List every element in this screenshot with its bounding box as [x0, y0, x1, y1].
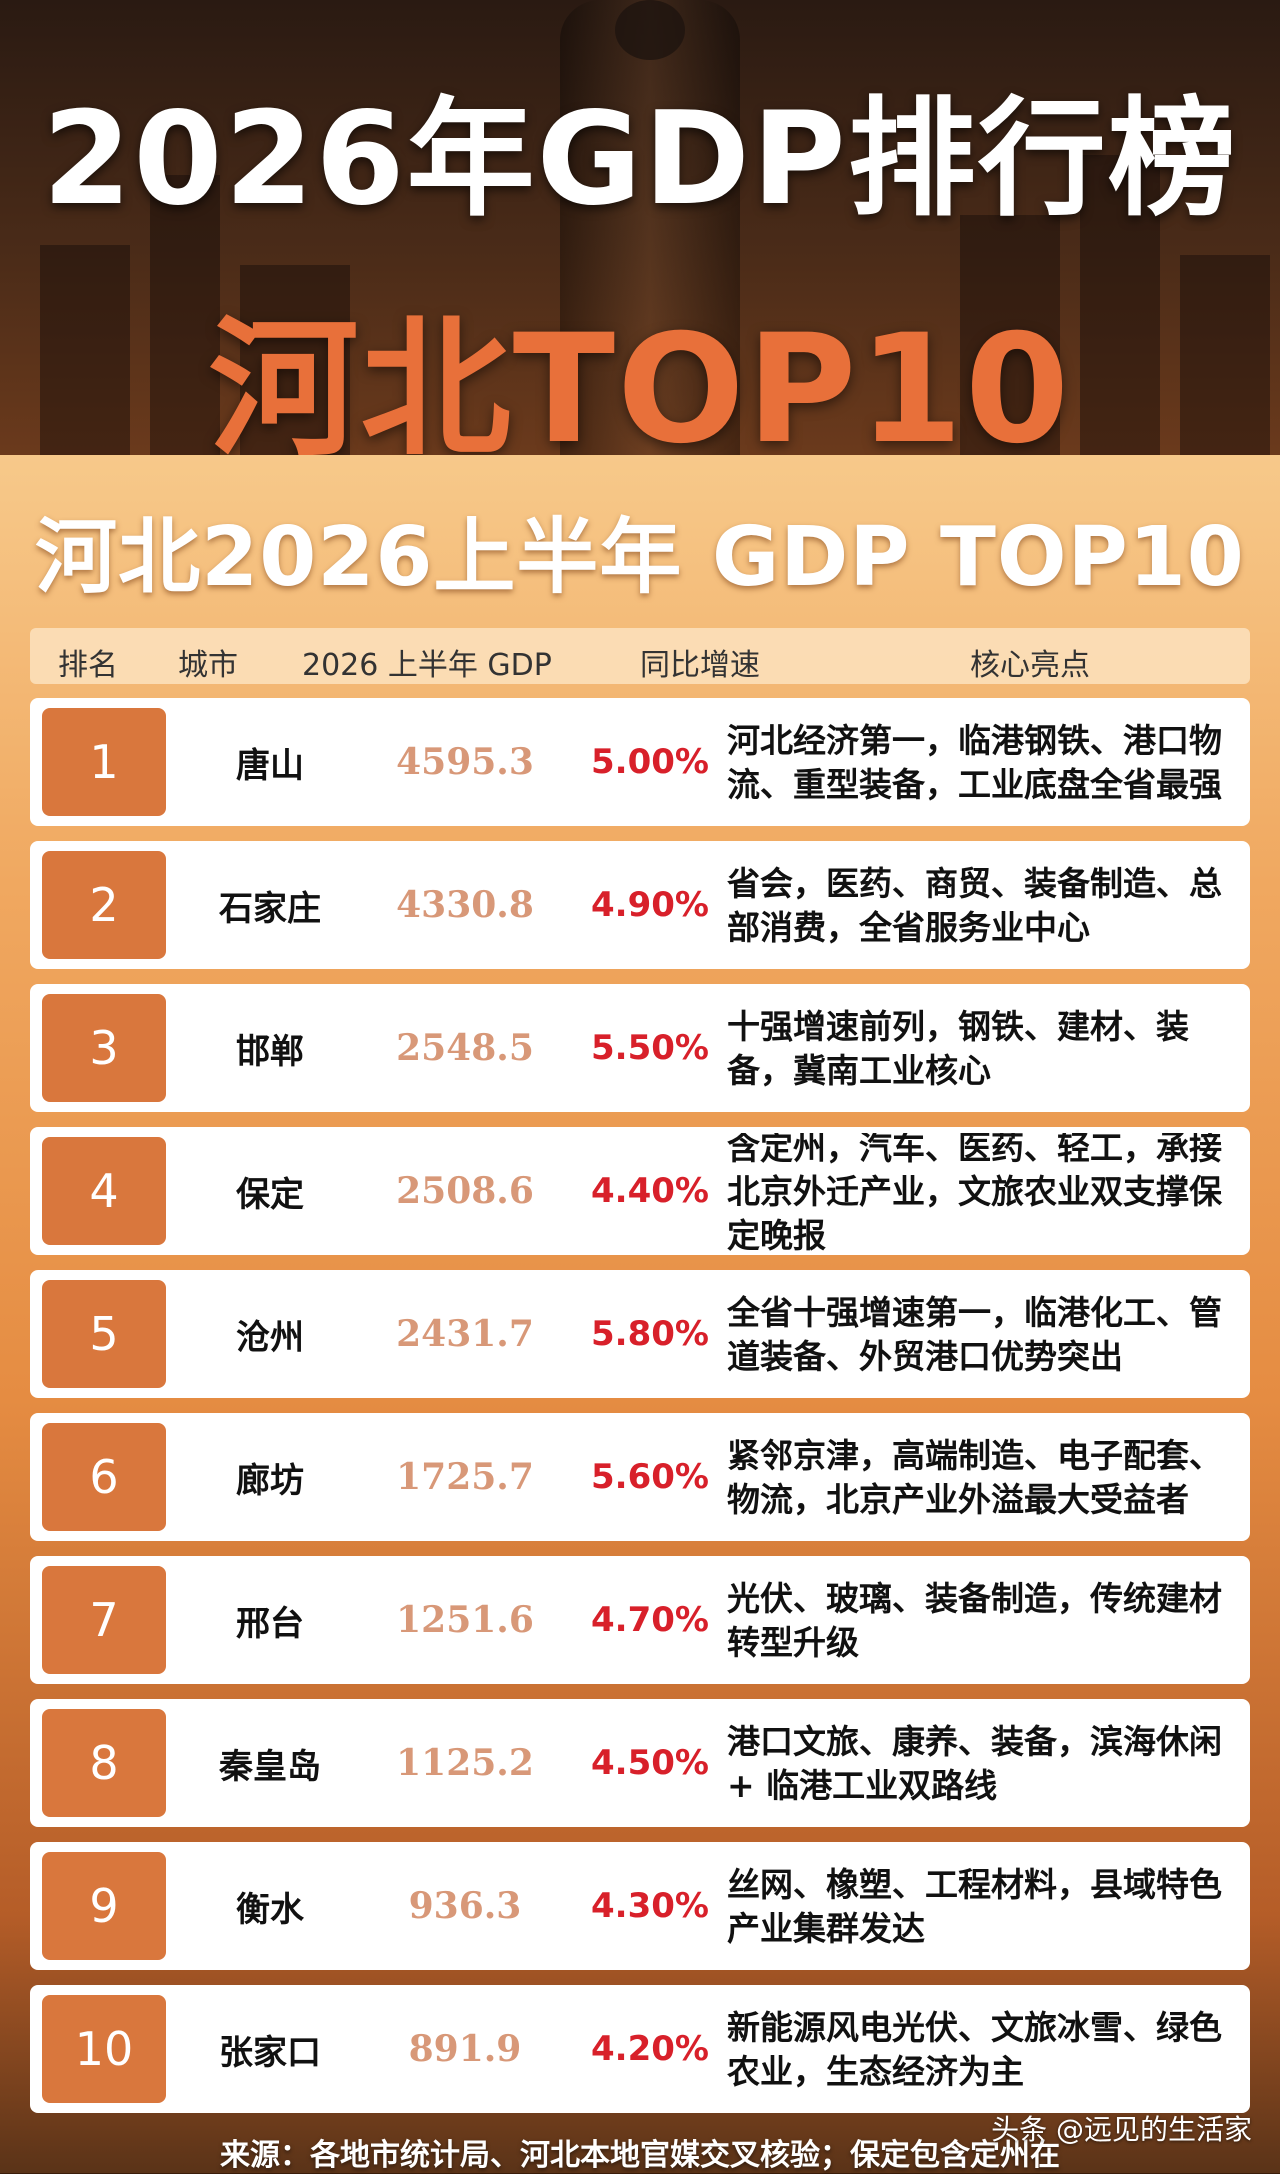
table-row: 7 邢台 1251.6 4.70% 光伏、玻璃、装备制造，传统建材转型升级	[30, 1556, 1250, 1684]
city-name: 石家庄	[219, 888, 321, 929]
table-row: 4 保定 2508.6 4.40% 含定州，汽车、医药、轻工，承接北京外迁产业，…	[30, 1127, 1250, 1255]
highlight-content: 光伏、玻璃、装备制造，传统建材转型升级	[727, 1579, 1222, 1662]
highlight-content: 省会，医药、商贸、装备制造、总部消费，全省服务业中心	[727, 864, 1222, 947]
table-header: 排名 城市 2026 上半年 GDP 同比增速 核心亮点	[30, 628, 1250, 684]
gdp-value: 2548.5	[396, 1027, 534, 1069]
page-title: 2026年GDP排行榜	[42, 85, 1238, 234]
highlight-text: 新能源风电光伏、文旅冰雪、绿色农业，生态经济为主	[727, 1991, 1247, 2109]
highlight-content: 河北经济第一，临港钢铁、港口物流、重型装备，工业底盘全省最强	[727, 721, 1222, 804]
city-name: 秦皇岛	[219, 1746, 321, 1787]
building-silhouette	[40, 245, 130, 455]
table-row: 5 沧州 2431.7 5.80% 全省十强增速第一，临港化工、管道装备、外贸港…	[30, 1270, 1250, 1398]
highlight-text: 全省十强增速第一，临港化工、管道装备、外贸港口优势突出	[727, 1276, 1247, 1394]
gdp-value: 1125.2	[396, 1742, 534, 1784]
building-silhouette	[1080, 155, 1160, 455]
growth-rate: 4.50%	[591, 1743, 709, 1783]
table-row: 6 廊坊 1725.7 5.60% 紧邻京津，高端制造、电子配套、物流，北京产业…	[30, 1413, 1250, 1541]
city-name: 保定	[236, 1174, 304, 1215]
highlight-text: 河北经济第一，临港钢铁、港口物流、重型装备，工业底盘全省最强	[727, 704, 1247, 822]
city-name: 邢台	[236, 1603, 304, 1644]
growth-rate: 5.50%	[591, 1028, 709, 1068]
growth-rate: 5.80%	[591, 1314, 709, 1354]
rank-badge: 8	[42, 1709, 166, 1817]
gdp-value: 1725.7	[396, 1456, 534, 1498]
city-name: 张家口	[219, 2032, 321, 2073]
gdp-value: 2431.7	[396, 1313, 534, 1355]
city-name: 唐山	[236, 745, 304, 786]
col-growth-header: 同比增速	[640, 648, 760, 683]
growth-rate: 5.00%	[591, 742, 709, 782]
hero-banner	[0, 0, 1280, 455]
highlight-text: 十强增速前列，钢铁、建材、装备，冀南工业核心	[727, 990, 1247, 1108]
table-row: 9 衡水 936.3 4.30% 丝网、橡塑、工程材料，县域特色产业集群发达	[30, 1842, 1250, 1970]
highlight-content: 含定州，汽车、医药、轻工，承接北京外迁产业，文旅农业双支撑保定晚报	[727, 1133, 1222, 1251]
rank-badge: 10	[42, 1995, 166, 2103]
city-name: 廊坊	[236, 1460, 304, 1501]
highlight-text: 丝网、橡塑、工程材料，县域特色产业集群发达	[727, 1848, 1247, 1966]
building-silhouette	[960, 215, 1060, 455]
tv-tower-image	[560, 0, 740, 455]
growth-rate: 5.60%	[591, 1457, 709, 1497]
highlight-content: 港口文旅、康养、装备，滨海休闲 + 临港工业双路线	[727, 1722, 1222, 1805]
building-silhouette	[1180, 255, 1270, 455]
highlight-content: 十强增速前列，钢铁、建材、装备，冀南工业核心	[727, 1007, 1189, 1090]
highlight-content: 新能源风电光伏、文旅冰雪、绿色农业，生态经济为主	[727, 2008, 1222, 2091]
panel-title: 河北2026上半年 GDP TOP10	[35, 510, 1245, 605]
page-subtitle: 河北TOP10	[208, 303, 1072, 477]
table-row: 10 张家口 891.9 4.20% 新能源风电光伏、文旅冰雪、绿色农业，生态经…	[30, 1985, 1250, 2113]
city-name: 沧州	[236, 1317, 304, 1358]
rank-badge: 2	[42, 851, 166, 959]
col-highlight-header: 核心亮点	[970, 648, 1090, 683]
rank-badge: 5	[42, 1280, 166, 1388]
rank-badge: 4	[42, 1137, 166, 1245]
growth-rate: 4.90%	[591, 885, 709, 925]
rank-badge: 3	[42, 994, 166, 1102]
source-note: 来源：各地市统计局、河北本地官媒交叉核验；保定包含定州在	[220, 2138, 1060, 2173]
growth-rate: 4.20%	[591, 2029, 709, 2069]
table-row: 2 石家庄 4330.8 4.90% 省会，医药、商贸、装备制造、总部消费，全省…	[30, 841, 1250, 969]
col-rank-header: 排名	[58, 648, 118, 683]
rank-badge: 9	[42, 1852, 166, 1960]
growth-rate: 4.30%	[591, 1886, 709, 1926]
gdp-value: 2508.6	[396, 1170, 534, 1212]
city-name: 衡水	[236, 1889, 304, 1930]
highlight-text: 光伏、玻璃、装备制造，传统建材转型升级	[727, 1562, 1247, 1680]
highlight-content: 全省十强增速第一，临港化工、管道装备、外贸港口优势突出	[727, 1293, 1222, 1376]
table-row: 3 邯郸 2548.5 5.50% 十强增速前列，钢铁、建材、装备，冀南工业核心	[30, 984, 1250, 1112]
table-row: 8 秦皇岛 1125.2 4.50% 港口文旅、康养、装备，滨海休闲 + 临港工…	[30, 1699, 1250, 1827]
rank-badge: 1	[42, 708, 166, 816]
table-row: 1 唐山 4595.3 5.00% 河北经济第一，临港钢铁、港口物流、重型装备，…	[30, 698, 1250, 826]
building-silhouette	[240, 265, 350, 455]
gdp-value: 936.3	[408, 1885, 522, 1927]
growth-rate: 4.40%	[591, 1171, 709, 1211]
col-city-header: 城市	[178, 648, 238, 683]
highlight-text: 省会，医药、商贸、装备制造、总部消费，全省服务业中心	[727, 847, 1247, 965]
gdp-value: 1251.6	[396, 1599, 534, 1641]
tower-top-image	[615, 0, 685, 60]
rank-badge: 7	[42, 1566, 166, 1674]
gdp-value: 891.9	[408, 2028, 522, 2070]
highlight-content: 丝网、橡塑、工程材料，县域特色产业集群发达	[727, 1865, 1222, 1948]
highlight-text: 紧邻京津，高端制造、电子配套、物流，北京产业外溢最大受益者	[727, 1419, 1247, 1537]
watermark: 头条 @远见的生活家	[991, 2113, 1252, 2146]
gdp-value: 4595.3	[396, 741, 534, 783]
highlight-text: 港口文旅、康养、装备，滨海休闲 + 临港工业双路线	[727, 1705, 1247, 1823]
highlight-content: 紧邻京津，高端制造、电子配套、物流，北京产业外溢最大受益者	[727, 1436, 1222, 1519]
col-gdp-header: 2026 上半年 GDP	[302, 648, 552, 683]
city-name: 邯郸	[236, 1031, 304, 1072]
rank-badge: 6	[42, 1423, 166, 1531]
gdp-value: 4330.8	[396, 884, 534, 926]
building-silhouette	[150, 175, 220, 455]
growth-rate: 4.70%	[591, 1600, 709, 1640]
highlight-text: 含定州，汽车、医药、轻工，承接北京外迁产业，文旅农业双支撑保定晚报	[727, 1133, 1247, 1251]
